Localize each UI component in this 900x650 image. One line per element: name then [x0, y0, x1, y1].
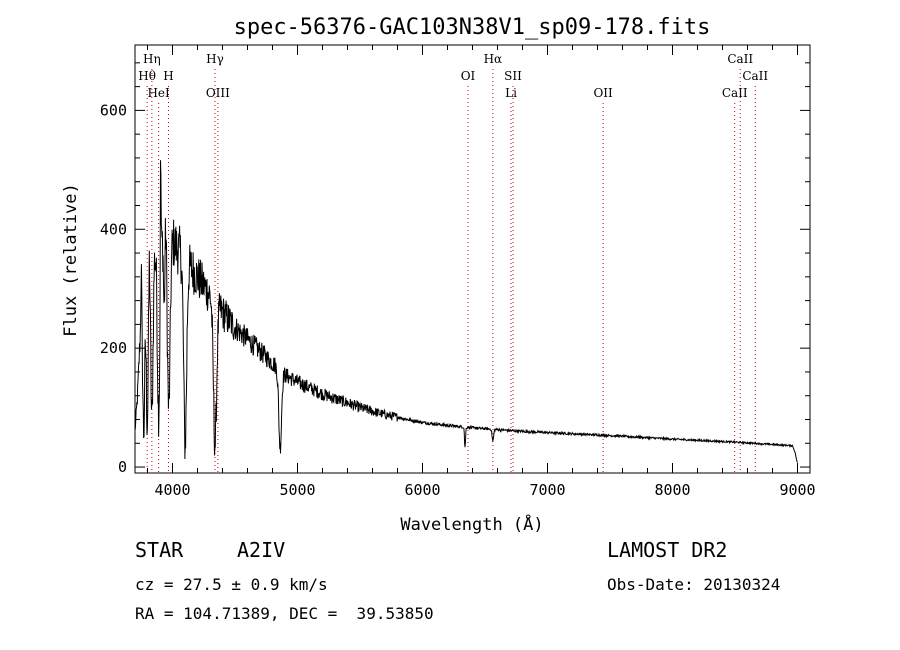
marker-label: OI — [461, 69, 476, 83]
x-tick-label: 7000 — [529, 481, 565, 499]
marker-label: CaII — [722, 86, 748, 100]
observation-date: Obs-Date: 20130324 — [607, 575, 781, 594]
marker-label: HeI — [147, 86, 170, 100]
x-tick-label: 9000 — [779, 481, 815, 499]
chart-title: spec-56376-GAC103N38V1_sp09-178.fits — [234, 15, 711, 40]
x-tick-label: 8000 — [654, 481, 690, 499]
object-subclass: A2IV — [237, 538, 286, 562]
x-tick-label: 5000 — [279, 481, 315, 499]
y-tick-label: 0 — [118, 458, 127, 476]
x-axis-label: Wavelength (Å) — [400, 513, 543, 535]
marker-label: OII — [593, 86, 613, 100]
plot-frame — [134, 44, 811, 474]
y-tick-label: 600 — [100, 101, 127, 119]
axes: 4000 5000 6000 7000 8000 9000 0 200 400 600 — [100, 44, 816, 499]
marker-label: Hη — [143, 52, 161, 66]
y-tick-label: 200 — [100, 339, 127, 357]
coordinates: RA = 104.71389, DEC = 39.53850 — [135, 604, 434, 623]
marker-label: SII — [504, 69, 522, 83]
spectrum-line — [134, 160, 798, 463]
marker-label: Hθ — [138, 69, 156, 83]
marker-label: Li — [505, 86, 517, 100]
x-tick-label: 6000 — [404, 481, 440, 499]
marker-label: Hγ — [206, 52, 224, 66]
y-axis-label: Flux (relative) — [61, 183, 81, 337]
marker-label: H — [163, 69, 173, 83]
marker-label: CaII — [742, 69, 768, 83]
marker-label: CaII — [727, 52, 753, 66]
x-tick-label: 4000 — [154, 481, 190, 499]
marker-label: OIII — [206, 86, 230, 100]
line-markers: Hθ Hη HeI H Hγ OIII OI Hα Li SII OII CaII CaII CaII — [138, 52, 768, 473]
object-type: STAR — [135, 538, 184, 562]
redshift-cz: cz = 27.5 ± 0.9 km/s — [135, 575, 328, 594]
survey-name: LAMOST DR2 — [607, 538, 728, 562]
y-tick-label: 400 — [100, 220, 127, 238]
marker-label: Hα — [484, 52, 503, 66]
spectrum-series — [134, 160, 798, 463]
